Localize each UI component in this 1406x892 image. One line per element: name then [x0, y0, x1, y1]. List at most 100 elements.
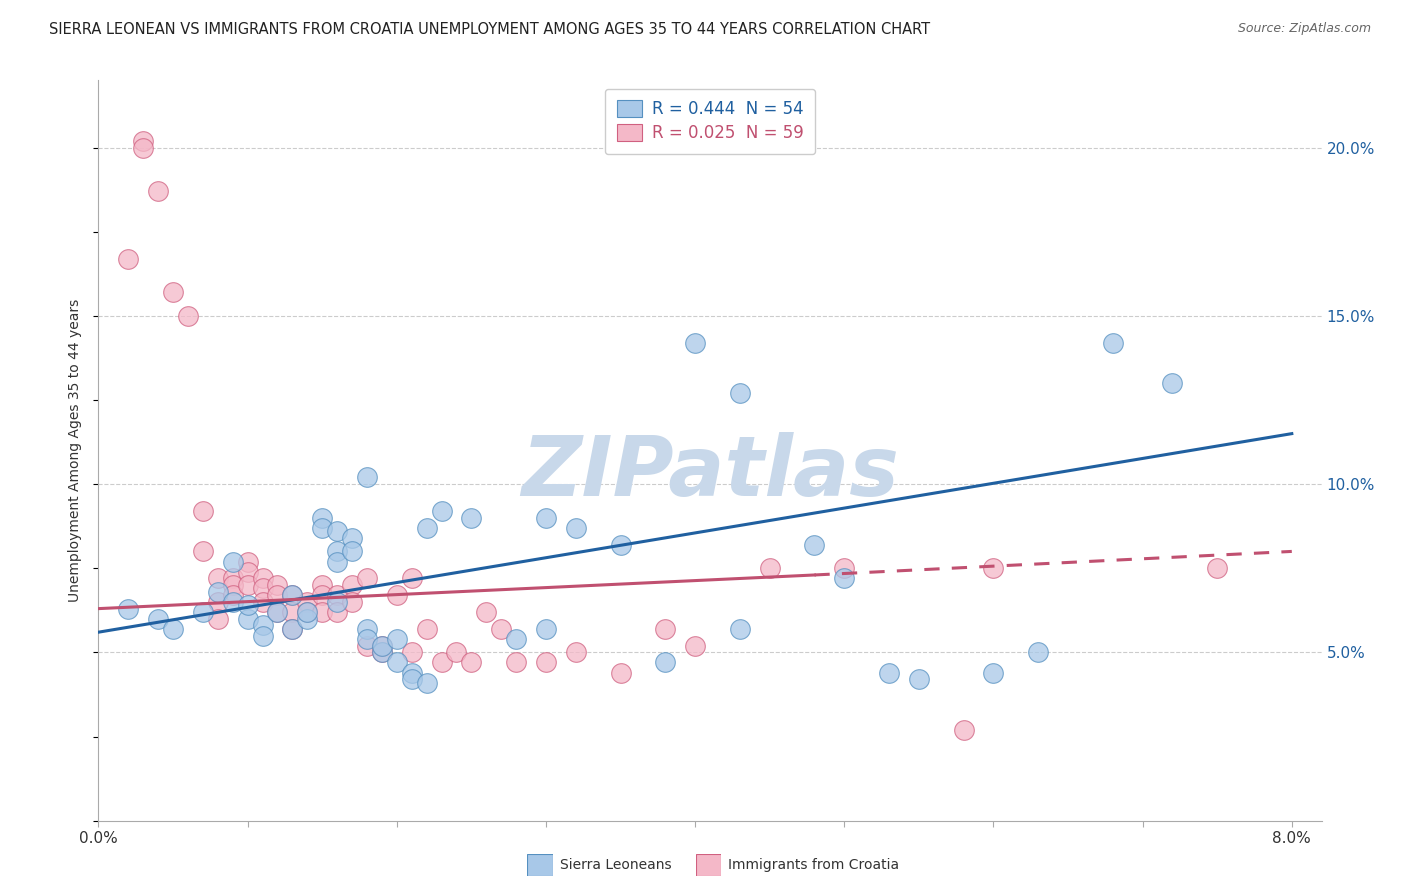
- Point: [683, 639, 706, 653]
- Point: [326, 588, 349, 602]
- Point: [236, 599, 259, 613]
- Text: Source: ZipAtlas.com: Source: ZipAtlas.com: [1237, 22, 1371, 36]
- Point: [534, 510, 557, 524]
- Point: [326, 605, 349, 619]
- Point: [832, 561, 855, 575]
- Point: [565, 521, 588, 535]
- Point: [385, 656, 408, 670]
- Point: [401, 571, 423, 585]
- Point: [505, 656, 527, 670]
- Point: [281, 588, 304, 602]
- Point: [1206, 561, 1229, 575]
- Point: [311, 510, 333, 524]
- Text: SIERRA LEONEAN VS IMMIGRANTS FROM CROATIA UNEMPLOYMENT AMONG AGES 35 TO 44 YEARS: SIERRA LEONEAN VS IMMIGRANTS FROM CROATI…: [49, 22, 931, 37]
- Point: [297, 605, 319, 619]
- Point: [401, 645, 423, 659]
- Text: Immigrants from Croatia: Immigrants from Croatia: [728, 858, 900, 871]
- Point: [252, 571, 274, 585]
- Point: [340, 531, 363, 545]
- Point: [475, 605, 498, 619]
- Point: [311, 605, 333, 619]
- Point: [983, 665, 1005, 680]
- Y-axis label: Unemployment Among Ages 35 to 44 years: Unemployment Among Ages 35 to 44 years: [69, 299, 83, 602]
- Point: [191, 605, 214, 619]
- Point: [356, 639, 378, 653]
- Point: [146, 184, 169, 198]
- Point: [221, 595, 243, 609]
- Point: [415, 521, 437, 535]
- Point: [832, 571, 855, 585]
- Point: [565, 645, 588, 659]
- Point: [221, 571, 243, 585]
- Point: [252, 582, 274, 596]
- Point: [236, 565, 259, 579]
- Point: [654, 622, 676, 636]
- Point: [460, 656, 482, 670]
- Point: [236, 554, 259, 569]
- Point: [191, 544, 214, 558]
- Point: [177, 309, 200, 323]
- Point: [311, 578, 333, 592]
- Legend: R = 0.444  N = 54, R = 0.025  N = 59: R = 0.444 N = 54, R = 0.025 N = 59: [605, 88, 815, 154]
- Point: [146, 612, 169, 626]
- Point: [415, 675, 437, 690]
- Point: [162, 285, 184, 300]
- Point: [221, 554, 243, 569]
- Point: [609, 538, 631, 552]
- Point: [326, 524, 349, 539]
- Point: [385, 632, 408, 646]
- Point: [117, 601, 139, 615]
- Point: [446, 645, 468, 659]
- Point: [401, 673, 423, 687]
- Point: [311, 521, 333, 535]
- Text: Sierra Leoneans: Sierra Leoneans: [560, 858, 671, 871]
- Point: [266, 578, 288, 592]
- Point: [609, 665, 631, 680]
- Point: [1101, 335, 1123, 350]
- Point: [534, 622, 557, 636]
- Point: [311, 588, 333, 602]
- Point: [252, 618, 274, 632]
- Point: [297, 612, 319, 626]
- Point: [326, 554, 349, 569]
- Text: ZIPatlas: ZIPatlas: [522, 432, 898, 513]
- Point: [281, 588, 304, 602]
- Point: [356, 571, 378, 585]
- Point: [117, 252, 139, 266]
- Point: [983, 561, 1005, 575]
- Point: [207, 584, 229, 599]
- Point: [252, 628, 274, 642]
- Point: [132, 140, 155, 154]
- Point: [162, 622, 184, 636]
- Point: [266, 605, 288, 619]
- Point: [401, 665, 423, 680]
- Point: [952, 723, 974, 737]
- Point: [758, 561, 780, 575]
- Point: [207, 571, 229, 585]
- Point: [221, 588, 243, 602]
- Point: [1026, 645, 1049, 659]
- Point: [132, 134, 155, 148]
- Point: [252, 595, 274, 609]
- Point: [266, 588, 288, 602]
- Point: [371, 645, 394, 659]
- Point: [877, 665, 900, 680]
- Point: [356, 470, 378, 484]
- Point: [505, 632, 527, 646]
- Point: [908, 673, 931, 687]
- Point: [340, 578, 363, 592]
- Point: [385, 588, 408, 602]
- Point: [236, 578, 259, 592]
- Point: [460, 510, 482, 524]
- Point: [281, 622, 304, 636]
- Point: [356, 632, 378, 646]
- Point: [371, 645, 394, 659]
- Point: [356, 622, 378, 636]
- Point: [415, 622, 437, 636]
- Point: [297, 605, 319, 619]
- Point: [326, 544, 349, 558]
- Point: [326, 595, 349, 609]
- Point: [489, 622, 512, 636]
- Point: [728, 622, 751, 636]
- Point: [371, 639, 394, 653]
